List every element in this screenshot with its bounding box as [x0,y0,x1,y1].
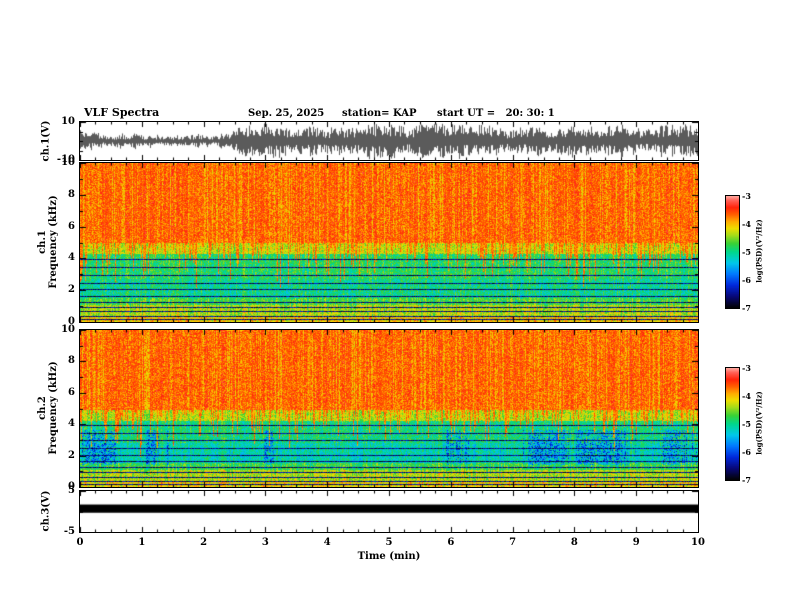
x-tick-label: 6 [447,537,455,548]
y-tick-label: 6 [68,220,75,232]
colorbar-tick-label: -4 [742,219,751,229]
x-tick-label: 10 [691,537,705,548]
figure-start-ut: start UT = 20: 30: 1 [437,108,555,119]
ch1-spectrogram [79,162,699,323]
ch2-colorbar [725,367,740,481]
ch1-colorbar [725,195,740,309]
ch1-frequency-axis-label: ch.1 Frequency (kHz) [37,195,59,288]
x-tick-label: 1 [138,537,146,548]
y-tick-label: 2 [68,284,75,296]
y-tick-label: 0 [68,316,75,327]
colorbar-tick-label: -3 [742,363,751,373]
x-tick-label: 0 [76,537,84,548]
ch3-waveform-plot [79,490,699,533]
ch2-spectrogram [79,329,699,488]
ch1-frequency-axis-line1: ch.1 [37,230,48,254]
ch2-frequency-axis-line2: Frequency (kHz) [48,361,59,455]
y-tick-label: -5 [63,526,75,537]
figure-station: station= KAP [342,108,417,119]
y-tick-label: 8 [68,188,75,200]
colorbar-tick-label: -6 [742,447,751,457]
ch1-waveform-plot [79,121,699,161]
y-tick-label: 6 [68,386,75,398]
ch2-frequency-axis-line1: ch.2 [37,396,48,420]
colorbar-tick-label: -7 [742,475,751,485]
x-tick-label: 9 [632,537,640,548]
y-tick-label: 0 [68,481,75,492]
y-tick-label: 10 [61,116,75,127]
x-tick-label: 4 [323,537,331,548]
y-tick-label: 4 [68,252,75,264]
colorbar-tick-label: -6 [742,275,751,285]
y-tick-label: 4 [68,418,75,430]
x-tick-label: 2 [200,537,208,548]
y-tick-label: 10 [61,157,75,168]
x-axis-label: Time (min) [357,551,421,562]
colorbar-tick-label: -5 [742,247,751,257]
y-tick-label: 10 [61,324,75,335]
colorbar-tick-label: -7 [742,303,751,313]
y-tick-label: 8 [68,355,75,367]
y-tick-label: -10 [56,154,75,165]
ch2-frequency-axis-label: ch.2 Frequency (kHz) [37,361,59,454]
y-tick-label: 5 [68,485,75,496]
x-tick-label: 5 [385,537,393,548]
figure-date: Sep. 25, 2025 [248,108,325,119]
figure-title: VLF Spectra [84,106,160,119]
ch1-frequency-axis-line2: Frequency (kHz) [48,195,59,289]
x-tick-label: 8 [570,537,578,548]
x-tick-label: 3 [261,537,269,548]
colorbar-tick-label: -5 [742,419,751,429]
colorbar-tick-label: -4 [742,391,751,401]
x-tick-label: 7 [509,537,517,548]
y-tick-label: 2 [68,449,75,461]
colorbar-tick-label: -3 [742,191,751,201]
